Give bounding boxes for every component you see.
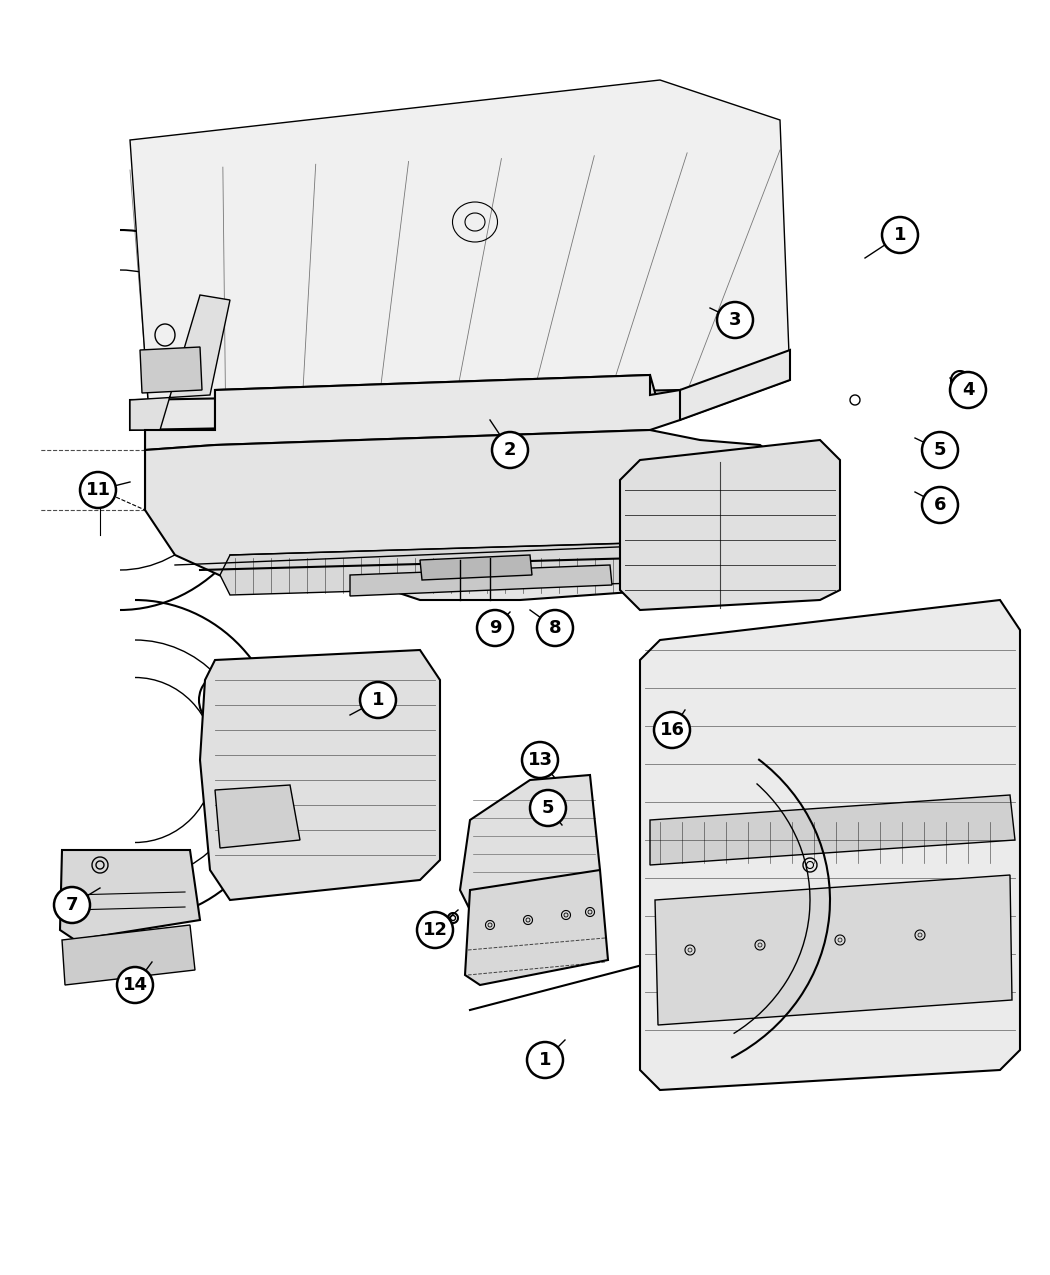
Text: 12: 12 [422, 921, 447, 938]
Polygon shape [215, 375, 660, 430]
Text: 1: 1 [539, 1051, 551, 1068]
Polygon shape [60, 850, 200, 940]
Circle shape [537, 609, 573, 646]
Polygon shape [130, 351, 790, 430]
Circle shape [80, 472, 116, 507]
Polygon shape [465, 870, 608, 986]
Circle shape [522, 742, 558, 778]
Circle shape [360, 682, 396, 718]
Text: 11: 11 [85, 481, 110, 499]
Polygon shape [140, 347, 202, 393]
Polygon shape [640, 601, 1020, 1090]
Text: 9: 9 [488, 618, 501, 638]
Polygon shape [145, 430, 780, 601]
Text: 8: 8 [549, 618, 562, 638]
Circle shape [417, 912, 453, 949]
Circle shape [492, 432, 528, 468]
Polygon shape [350, 565, 612, 595]
Polygon shape [215, 785, 300, 848]
Polygon shape [220, 541, 740, 595]
Polygon shape [420, 555, 532, 580]
Polygon shape [650, 796, 1015, 864]
Circle shape [950, 372, 986, 408]
Polygon shape [620, 440, 840, 609]
Polygon shape [435, 195, 514, 250]
Circle shape [717, 302, 753, 338]
Polygon shape [130, 295, 230, 430]
Text: 1: 1 [372, 691, 384, 709]
Circle shape [477, 609, 513, 646]
Polygon shape [62, 924, 195, 986]
Circle shape [530, 790, 566, 826]
Circle shape [654, 711, 690, 748]
Text: 1: 1 [894, 226, 906, 244]
Text: 5: 5 [933, 441, 946, 459]
Text: 5: 5 [542, 799, 554, 817]
Circle shape [117, 966, 153, 1003]
Polygon shape [145, 375, 680, 450]
Text: 14: 14 [123, 975, 147, 994]
Text: 7: 7 [66, 896, 79, 914]
Circle shape [882, 217, 918, 252]
Polygon shape [130, 80, 790, 430]
Circle shape [922, 432, 958, 468]
Polygon shape [460, 775, 600, 921]
Circle shape [527, 1042, 563, 1077]
Text: 4: 4 [962, 381, 974, 399]
Text: 2: 2 [504, 441, 517, 459]
Text: 13: 13 [527, 751, 552, 769]
Polygon shape [655, 875, 1012, 1025]
Text: 16: 16 [659, 720, 685, 739]
Text: 6: 6 [933, 496, 946, 514]
Circle shape [922, 487, 958, 523]
Text: 3: 3 [729, 311, 741, 329]
Circle shape [54, 887, 90, 923]
Polygon shape [200, 650, 440, 900]
